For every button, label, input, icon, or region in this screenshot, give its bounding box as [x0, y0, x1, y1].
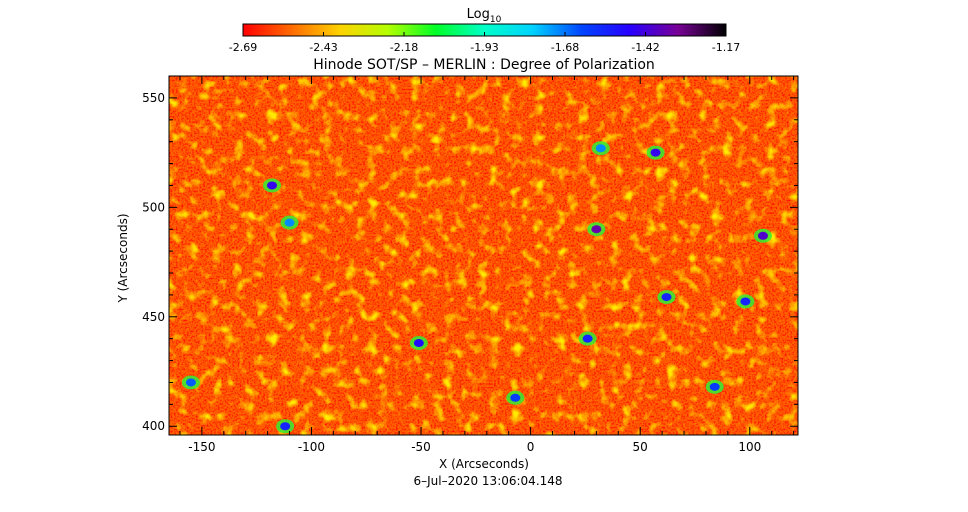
plot-area: -150 -100 -50 0 50 100 400 450 500 550: [142, 75, 799, 454]
colorbar: Log10 -2.69 -2.43 -2.18 -1.93 -1.68 -1.42 -1.1…: [229, 7, 740, 54]
x-tick-label: 0: [527, 440, 535, 454]
plot-frame: [168, 75, 799, 436]
colorbar-tick-label: -1.17: [712, 41, 740, 54]
feature-core: [280, 422, 291, 431]
x-tick-label: 100: [738, 440, 761, 454]
colorbar-tick-label: -1.68: [551, 41, 579, 54]
y-tick-label: 450: [142, 310, 165, 324]
feature-core: [595, 144, 606, 153]
colorbar-label: Log10: [467, 7, 502, 25]
chart-title: Hinode SOT/SP – MERLIN : Degree of Polar…: [313, 57, 655, 73]
feature-core: [709, 382, 720, 391]
feature-core: [757, 231, 768, 240]
x-tick-label: 50: [633, 440, 648, 454]
feature-core: [661, 293, 672, 302]
colorbar-tick-label: -2.69: [229, 41, 257, 54]
feature-core: [267, 181, 278, 190]
timestamp: 6–Jul–2020 13:06:04.148: [413, 474, 562, 488]
x-axis: -150 -100 -50 0 50 100: [179, 76, 795, 454]
feature-core: [740, 297, 751, 306]
y-axis: 400 450 500 550: [142, 75, 798, 433]
colorbar-ticks: -2.69 -2.43 -2.18 -1.93 -1.68 -1.42 -1.17: [229, 32, 740, 54]
feature-core: [650, 148, 661, 157]
colorbar-tick-label: -1.42: [631, 41, 659, 54]
x-tick-label: -100: [298, 440, 325, 454]
feature-core: [510, 393, 521, 402]
y-tick-label: 400: [142, 419, 165, 433]
feature-core: [582, 334, 593, 343]
feature-core: [185, 378, 196, 387]
heatmap-yellow-speckle: [169, 76, 798, 435]
polarization-features: [181, 141, 772, 434]
y-axis-label: Y (Arcseconds): [116, 213, 130, 303]
feature-core: [284, 218, 295, 227]
colorbar-tick-label: -1.93: [470, 41, 498, 54]
feature-core: [591, 225, 602, 234]
colorbar-tick-label: -2.18: [390, 41, 418, 54]
x-tick-label: -150: [188, 440, 215, 454]
y-tick-label: 500: [142, 200, 165, 214]
x-axis-label: X (Arcseconds): [439, 457, 529, 471]
y-tick-label: 550: [142, 91, 165, 105]
colorbar-tick-label: -2.43: [309, 41, 337, 54]
x-tick-label: -50: [411, 440, 431, 454]
feature-core: [413, 339, 424, 348]
